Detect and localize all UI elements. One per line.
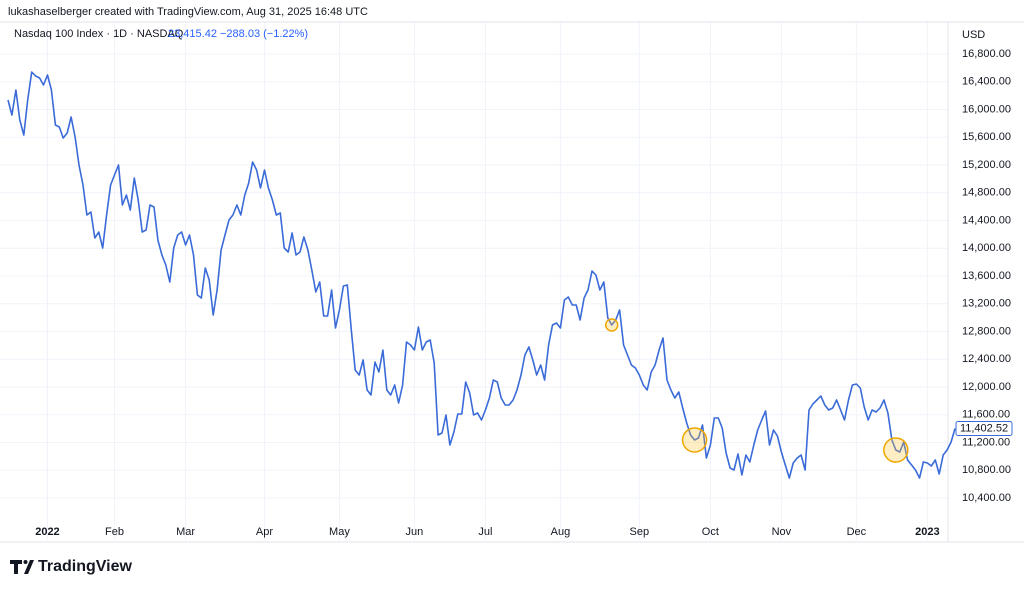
- x-tick-label: Oct: [702, 526, 719, 538]
- y-tick-label: 16,400.00: [962, 76, 1011, 88]
- symbol: Nasdaq 100 Index · 1D · NASDAQ: [14, 28, 184, 40]
- brand-logo: [10, 560, 34, 574]
- y-tick-label: 16,800.00: [962, 48, 1011, 60]
- y-tick-label: 13,200.00: [962, 298, 1011, 310]
- y-tick-label: 14,000.00: [962, 242, 1011, 254]
- x-tick-label: Jul: [478, 526, 492, 538]
- highlight-marker: [604, 318, 619, 332]
- x-tick-label: Apr: [256, 526, 273, 538]
- x-tick-label: Jun: [406, 526, 424, 538]
- y-tick-label: 11,200.00: [962, 436, 1010, 448]
- price-change: −288.03 (−1.22%): [220, 28, 308, 40]
- y-tick-label: 13,600.00: [962, 270, 1011, 282]
- y-tick-label: 14,800.00: [962, 187, 1011, 199]
- y-tick-label: 12,800.00: [962, 325, 1011, 337]
- x-tick-label: Aug: [551, 526, 571, 538]
- brand: TradingView: [38, 558, 133, 575]
- y-tick-label: 10,800.00: [962, 464, 1011, 476]
- y-tick-label: 12,000.00: [962, 381, 1011, 393]
- y-tick-label: 14,400.00: [962, 214, 1011, 226]
- x-tick-label: Dec: [847, 526, 867, 538]
- price-line: [7, 71, 956, 479]
- credit: lukashaselberger created with TradingVie…: [8, 6, 368, 18]
- y-tick-label: 15,200.00: [962, 159, 1011, 171]
- x-tick-label: Mar: [176, 526, 195, 538]
- highlight-marker: [681, 427, 708, 453]
- highlight-marker: [883, 437, 909, 463]
- last-price: 23,415.42: [168, 28, 217, 40]
- currency: USD: [962, 29, 985, 41]
- x-tick-label: May: [329, 526, 350, 538]
- last-price-label: 11,402.52: [960, 422, 1008, 434]
- y-tick-label: 10,400.00: [962, 492, 1011, 504]
- x-tick-label: Nov: [772, 526, 792, 538]
- y-tick-label: 12,400.00: [962, 353, 1011, 365]
- x-tick-label: 2022: [35, 526, 59, 538]
- y-tick-label: 15,600.00: [962, 131, 1011, 143]
- x-tick-label: 2023: [915, 526, 939, 538]
- x-tick-label: Feb: [105, 526, 124, 538]
- x-tick-label: Sep: [630, 526, 650, 538]
- y-tick-label: 11,600.00: [962, 409, 1010, 421]
- y-tick-label: 16,000.00: [962, 103, 1011, 115]
- last-price-box: [955, 420, 1013, 436]
- grid: [0, 22, 948, 540]
